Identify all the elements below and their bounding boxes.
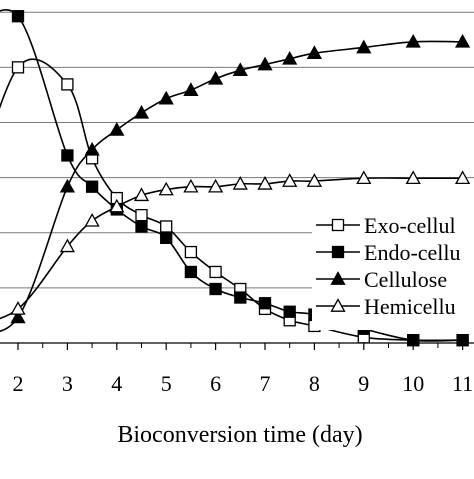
x-axis-title: Bioconversion time (day) <box>117 422 362 448</box>
series-4-point-16 <box>454 170 471 185</box>
x-tick-label-2: 2 <box>13 371 24 396</box>
series-4-point-4 <box>84 212 100 227</box>
series-4-point-15 <box>405 170 421 185</box>
series-4-point-3 <box>59 238 76 253</box>
legend-label-1: Exo-cellul <box>364 213 456 238</box>
series-4-point-5 <box>109 198 125 213</box>
x-tick-label-7: 7 <box>260 371 271 396</box>
x-tick-label-10: 10 <box>402 371 424 396</box>
legend-label-2: Endo-cellu <box>364 240 461 265</box>
series-3-point-13 <box>306 45 323 59</box>
series-3-point-15 <box>405 33 421 48</box>
series-2-point-2 <box>11 10 25 23</box>
series-4-point-14 <box>356 170 372 185</box>
series-3-point-4 <box>84 141 100 156</box>
x-tick-label-9: 9 <box>358 371 369 396</box>
series-4-line <box>0 177 463 320</box>
series-1-point-9 <box>209 265 222 279</box>
legend-marker-3 <box>330 271 346 285</box>
series-2-point-12 <box>283 305 296 318</box>
series-3-point-11 <box>257 56 273 71</box>
series-1-point-2 <box>11 61 25 74</box>
series-3-point-2 <box>10 309 26 324</box>
series-2-point-7 <box>160 231 173 245</box>
series-4-point-11 <box>257 176 273 190</box>
series-2-point-10 <box>234 291 247 304</box>
series-3-point-6 <box>133 104 150 119</box>
series-4-point-10 <box>232 176 248 190</box>
series-1-point-3 <box>61 78 74 91</box>
series-3-point-3 <box>59 178 76 193</box>
series-4-point-7 <box>158 181 174 196</box>
series-4-point-9 <box>207 178 224 193</box>
series-3 <box>0 33 471 333</box>
series-4-point-12 <box>282 173 298 187</box>
series-2-point-4 <box>85 180 99 193</box>
legend-marker-4 <box>330 298 346 312</box>
series-2-point-9 <box>209 282 222 296</box>
series-4-point-2 <box>10 301 26 315</box>
series-2-point-3 <box>61 149 74 162</box>
series-2-point-11 <box>258 297 272 310</box>
series-3-point-12 <box>282 50 298 65</box>
series-3-point-8 <box>183 82 199 96</box>
x-tick-label-5: 5 <box>161 371 172 396</box>
series-1-point-6 <box>135 208 148 222</box>
x-tick-label-3: 3 <box>62 371 73 396</box>
series-2-point-8 <box>184 265 198 279</box>
legend-label-4: Hemicellu <box>364 294 456 319</box>
x-tick-labels: 2 3 4 5 6 7 8 9 10 11 <box>13 343 473 396</box>
series-group <box>0 9 471 347</box>
series-1-point-7 <box>160 220 173 233</box>
series-1-point-8 <box>184 245 198 259</box>
series-3-point-14 <box>356 39 372 54</box>
legend-label-3: Cellulose <box>364 267 447 292</box>
series-3-point-16 <box>454 33 471 48</box>
legend-marker-1 <box>331 218 345 232</box>
series-4 <box>0 170 471 320</box>
x-tick-label-8: 8 <box>309 371 320 396</box>
series-4-point-6 <box>133 187 150 202</box>
series-3-point-9 <box>207 70 224 85</box>
legend-marker-2 <box>331 245 345 259</box>
series-4-point-13 <box>306 173 323 187</box>
series-3-point-5 <box>109 122 125 136</box>
series-4-point-8 <box>183 178 199 193</box>
x-tick-label-11: 11 <box>452 371 473 396</box>
series-3-point-7 <box>158 90 174 105</box>
x-tick-label-6: 6 <box>210 371 221 396</box>
series-3-point-10 <box>232 62 248 77</box>
series-2-point-6 <box>135 220 148 233</box>
x-tick-label-4: 4 <box>111 371 122 396</box>
